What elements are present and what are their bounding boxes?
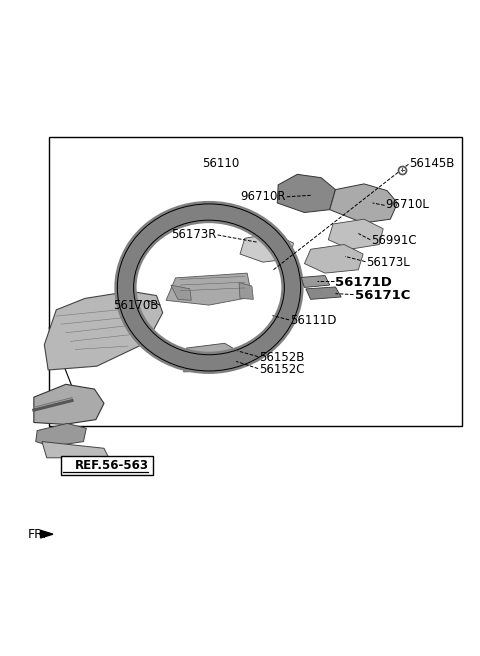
Polygon shape [301, 276, 330, 287]
Polygon shape [171, 285, 192, 300]
Text: 56145B: 56145B [409, 157, 455, 170]
Polygon shape [328, 219, 383, 249]
Polygon shape [330, 184, 397, 223]
Polygon shape [184, 357, 239, 372]
Text: 56991C: 56991C [371, 234, 417, 247]
Polygon shape [44, 291, 163, 370]
Text: 56110: 56110 [202, 157, 239, 170]
Polygon shape [277, 174, 336, 213]
Polygon shape [40, 530, 53, 538]
Text: 56170B: 56170B [114, 298, 159, 312]
Text: REF.56-563: REF.56-563 [75, 459, 149, 472]
Polygon shape [240, 234, 293, 262]
Text: 56173R: 56173R [171, 228, 216, 241]
Polygon shape [34, 384, 104, 424]
Text: 56173L: 56173L [366, 256, 410, 269]
Text: 56171C: 56171C [355, 289, 410, 302]
Polygon shape [166, 273, 252, 305]
Polygon shape [185, 343, 239, 360]
Text: 56152C: 56152C [259, 363, 305, 376]
Polygon shape [306, 287, 341, 299]
Text: FR.: FR. [28, 527, 47, 541]
Text: 96710R: 96710R [240, 190, 286, 203]
Polygon shape [42, 441, 109, 458]
FancyBboxPatch shape [60, 457, 153, 474]
Text: 56171D: 56171D [336, 276, 392, 289]
Text: 56152B: 56152B [259, 351, 304, 364]
Text: 56111D: 56111D [290, 314, 336, 327]
Text: 96710L: 96710L [385, 198, 430, 211]
Polygon shape [36, 423, 86, 446]
Polygon shape [239, 283, 253, 299]
Polygon shape [304, 245, 363, 273]
